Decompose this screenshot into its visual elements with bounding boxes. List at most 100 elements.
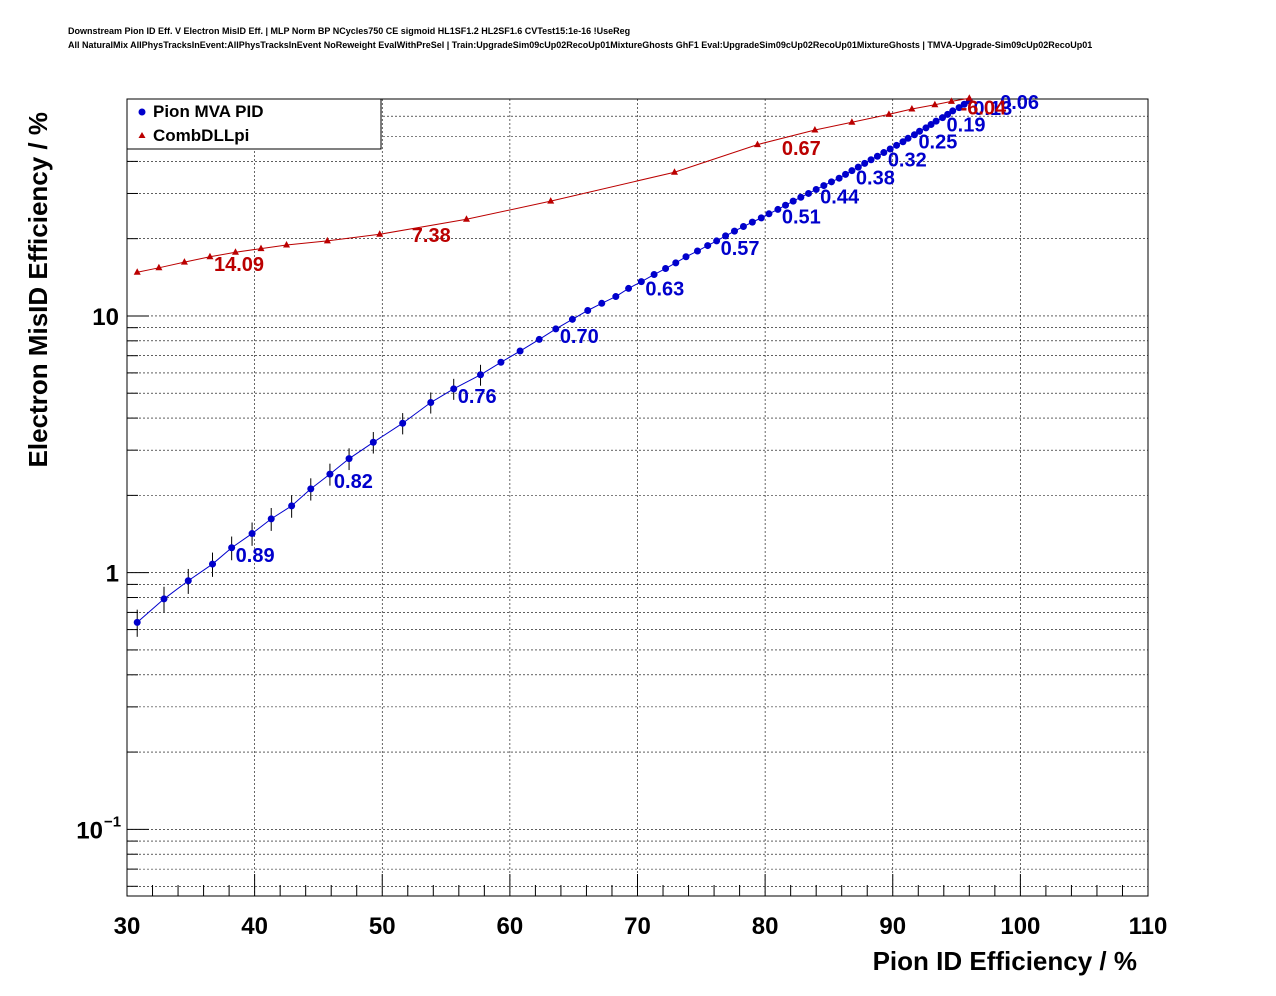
data-point xyxy=(323,236,331,244)
data-point xyxy=(965,94,973,101)
data-point xyxy=(671,168,679,175)
x-tick-label: 30 xyxy=(114,913,141,940)
data-point xyxy=(753,140,761,148)
data-point xyxy=(552,325,560,333)
data-point xyxy=(916,127,924,135)
plot-title-line-1: Downstream Pion ID Eff. V Electron MisID… xyxy=(68,26,631,36)
point-label: 7.38 xyxy=(412,225,451,247)
data-point xyxy=(462,215,470,222)
data-point xyxy=(886,145,894,153)
data-point xyxy=(206,252,214,260)
data-point xyxy=(427,399,435,407)
point-label: 0.51 xyxy=(782,206,821,228)
y-axis-title: Electron MisID Efficiency / % xyxy=(23,112,53,467)
data-point xyxy=(535,335,543,343)
data-point xyxy=(854,163,862,171)
data-point xyxy=(584,307,592,315)
point-label: 0.06 xyxy=(1000,92,1039,114)
legend: Pion MVA PID CombDLLpi xyxy=(126,98,382,150)
data-point xyxy=(133,618,141,626)
data-point xyxy=(399,419,407,427)
x-tick-label: 70 xyxy=(624,913,651,940)
data-point xyxy=(231,248,239,255)
series-pion-mva-pid xyxy=(133,97,973,637)
data-point xyxy=(682,253,690,261)
data-point xyxy=(880,149,888,157)
x-tick-label: 40 xyxy=(241,913,268,940)
data-point xyxy=(927,120,935,128)
y-tick-label: 1 xyxy=(106,561,119,588)
data-point xyxy=(757,214,765,222)
data-point xyxy=(739,223,747,231)
data-point xyxy=(497,358,505,366)
point-label: 0.13 xyxy=(973,98,1012,120)
point-label: 0.76 xyxy=(458,386,497,408)
point-label: 0.19 xyxy=(947,115,986,137)
data-point xyxy=(960,100,968,108)
point-label: 14.09 xyxy=(214,254,264,276)
data-point xyxy=(133,268,141,275)
data-point xyxy=(931,100,939,108)
data-point xyxy=(598,299,606,307)
series-combdllpi xyxy=(133,94,973,275)
point-labels: 0.89 0.82 0.76 0.70 0.63 0.57 0.510.440.380.32… xyxy=(214,92,1039,567)
data-point xyxy=(873,152,881,160)
x-tick-label: 110 xyxy=(1129,913,1168,940)
grid xyxy=(127,98,1148,896)
y-tick-base: 1 xyxy=(106,561,119,588)
data-point xyxy=(910,131,918,139)
data-point xyxy=(637,278,645,286)
data-point xyxy=(932,117,940,125)
point-label: 0.89 xyxy=(236,545,275,567)
data-point xyxy=(899,138,907,146)
data-point xyxy=(283,240,291,248)
data-point xyxy=(209,560,217,568)
y-tick-label: 10 −1 xyxy=(76,813,121,844)
data-point xyxy=(908,104,916,112)
data-point xyxy=(893,141,901,149)
data-point xyxy=(160,595,168,603)
data-point xyxy=(722,232,730,240)
data-point xyxy=(730,227,738,235)
legend-box xyxy=(126,98,382,150)
data-point xyxy=(376,230,384,237)
x-tick-label: 80 xyxy=(752,913,779,940)
data-series xyxy=(133,94,973,637)
data-point xyxy=(248,530,256,538)
data-point xyxy=(713,237,721,245)
data-point xyxy=(797,193,805,201)
legend-label-combdllpi: CombDLLpi xyxy=(153,126,249,145)
point-label: 0.63 xyxy=(645,279,684,301)
data-point xyxy=(477,371,485,379)
data-point xyxy=(939,114,947,122)
data-point xyxy=(827,178,835,186)
legend-marker-combdllpi xyxy=(138,132,146,138)
point-label: -6.04 xyxy=(961,98,1007,120)
y-tick-base: 10 xyxy=(76,817,103,844)
data-point xyxy=(704,242,712,250)
data-point xyxy=(612,293,620,301)
point-label: 0.38 xyxy=(856,168,895,190)
point-label: 0.70 xyxy=(560,326,599,348)
data-point xyxy=(820,182,828,190)
data-point xyxy=(369,438,377,446)
data-point xyxy=(904,134,912,142)
data-point xyxy=(516,347,524,355)
data-point xyxy=(184,577,192,585)
legend-label-pion-mva: Pion MVA PID xyxy=(153,102,264,121)
data-point xyxy=(267,515,275,523)
data-point xyxy=(811,126,819,133)
x-tick-label: 60 xyxy=(497,913,524,940)
data-point xyxy=(672,259,680,267)
data-point xyxy=(257,244,265,252)
data-point xyxy=(307,485,315,493)
data-point xyxy=(885,110,893,117)
data-point xyxy=(944,110,952,118)
data-point xyxy=(955,104,963,112)
x-axis-title: Pion ID Efficiency / % xyxy=(873,946,1137,976)
plot-title-line-2: All NaturalMix AllPhysTracksInEvent:AllP… xyxy=(68,40,1093,50)
data-point xyxy=(782,201,790,209)
point-label: 0.44 xyxy=(820,186,860,208)
series-line xyxy=(137,97,970,273)
